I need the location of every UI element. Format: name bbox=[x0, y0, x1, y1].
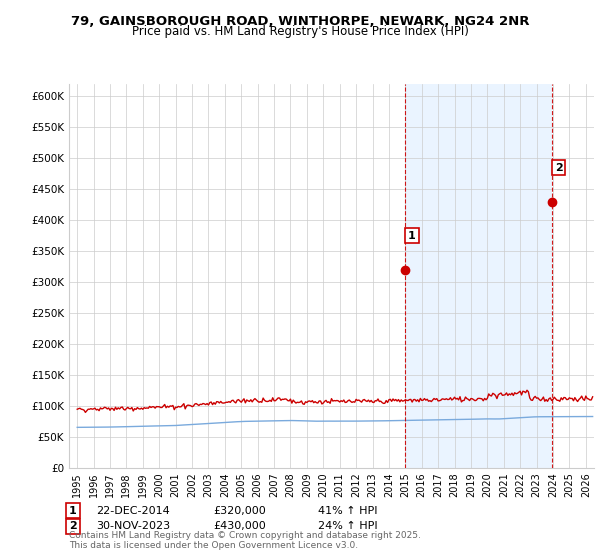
Text: 2: 2 bbox=[69, 521, 77, 531]
Text: Contains HM Land Registry data © Crown copyright and database right 2025.
This d: Contains HM Land Registry data © Crown c… bbox=[69, 530, 421, 550]
Text: 1: 1 bbox=[69, 506, 77, 516]
Text: 1: 1 bbox=[408, 231, 416, 241]
Text: 22-DEC-2014: 22-DEC-2014 bbox=[96, 506, 170, 516]
Text: 24% ↑ HPI: 24% ↑ HPI bbox=[318, 521, 377, 531]
Text: Price paid vs. HM Land Registry's House Price Index (HPI): Price paid vs. HM Land Registry's House … bbox=[131, 25, 469, 38]
Text: 79, GAINSBOROUGH ROAD, WINTHORPE, NEWARK, NG24 2NR: 79, GAINSBOROUGH ROAD, WINTHORPE, NEWARK… bbox=[71, 15, 529, 28]
Text: 41% ↑ HPI: 41% ↑ HPI bbox=[318, 506, 377, 516]
Text: £430,000: £430,000 bbox=[213, 521, 266, 531]
Text: 2: 2 bbox=[555, 162, 563, 172]
Text: 30-NOV-2023: 30-NOV-2023 bbox=[96, 521, 170, 531]
Bar bbox=[405, 84, 551, 468]
Text: £320,000: £320,000 bbox=[213, 506, 266, 516]
